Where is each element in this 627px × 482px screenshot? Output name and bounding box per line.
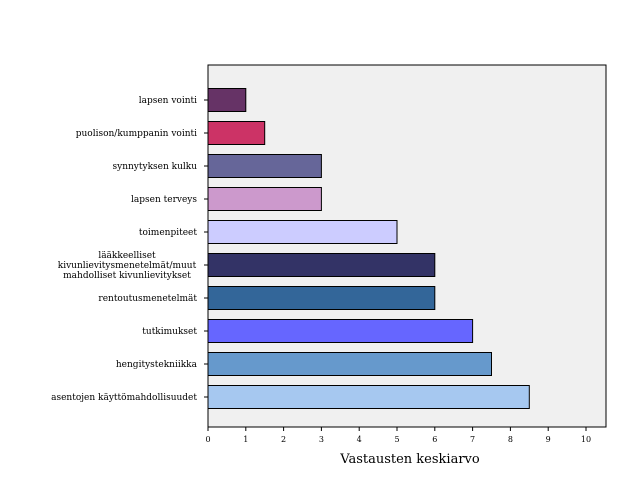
x-tick-label-1: 1: [243, 435, 248, 444]
category-label-8: tutkimukset: [142, 327, 197, 337]
category-label-4: lapsen terveys: [131, 195, 197, 205]
bar-7: [207, 286, 436, 310]
x-axis: 0 1 2 3 4 5 6 7 8 9 10: [205, 427, 591, 444]
bar-9: [207, 352, 492, 376]
x-axis-title: Vastausten keskiarvo: [339, 452, 480, 467]
x-tick-label-3: 3: [319, 435, 324, 444]
category-label-9: hengitystekniikka: [116, 360, 198, 370]
x-tick-label-0: 0: [205, 435, 210, 444]
bar-6: [207, 253, 436, 277]
x-tick-label-9: 9: [546, 435, 551, 444]
x-tick-label-10: 10: [581, 435, 591, 444]
category-label-7: rentoutusmenetelmät: [98, 294, 197, 304]
category-label-1: lapsen vointi: [139, 96, 197, 106]
x-tick-label-4: 4: [357, 435, 362, 444]
bar-5: [207, 220, 398, 244]
bar-3: [207, 154, 322, 178]
category-label-5: toimenpiteet: [139, 228, 197, 238]
category-label-2: puolison/kumppanin vointi: [76, 129, 197, 139]
bar-2: [207, 121, 266, 145]
x-tick-label-2: 2: [281, 435, 286, 444]
category-label-3: synnytyksen kulku: [112, 162, 197, 172]
x-tick-label-5: 5: [394, 435, 399, 444]
category-label-6: lääkkeelliset kivunlievitysmenetelmät/muu…: [58, 251, 197, 281]
x-tick-label-7: 7: [470, 435, 475, 444]
category-labels: lapsen vointi puolison/kumppanin vointi sy…: [51, 96, 208, 403]
x-tick-label-8: 8: [508, 435, 513, 444]
bar-1: [207, 88, 247, 112]
bar-8: [207, 319, 474, 343]
bar-10: [207, 385, 530, 409]
bars-group: [207, 88, 530, 409]
bar-4: [207, 187, 322, 211]
x-tick-label-6: 6: [432, 435, 437, 444]
category-label-10: asentojen käyttömahdollisuudet: [51, 393, 197, 403]
